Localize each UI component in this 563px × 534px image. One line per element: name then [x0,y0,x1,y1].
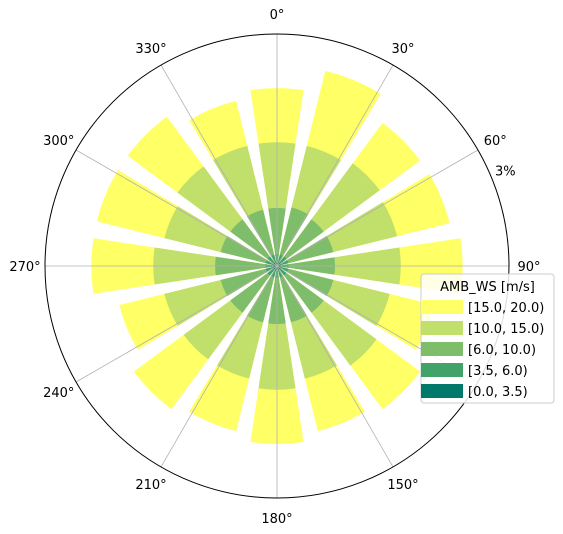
bar-[6.0, 10.0)-292.5 [220,236,277,266]
angle-tick-label: 60° [484,134,507,149]
angle-tick-label: 270° [9,260,40,275]
bar-[6.0, 10.0)-112.5 [277,266,334,296]
bar-[6.0, 10.0)-315 [230,219,277,266]
bar-[6.0, 10.0)-157.5 [277,266,307,323]
bars-layer [91,70,463,444]
grid-line-300 [75,149,278,267]
bar-[6.0, 10.0)-135 [277,266,324,313]
legend-swatch [421,321,463,335]
bar-[6.0, 10.0)-22.5 [277,207,309,266]
legend-items: [15.0, 20.0) [10.0, 15.0) [6.0, 10.0) [3.5,… [421,300,544,400]
angle-tick-label: 330° [135,42,166,57]
bar-[6.0, 10.0)-337.5 [247,209,277,266]
angle-tick-label: 0° [270,8,285,23]
angle-tick-label: 90° [517,260,540,275]
grid-line-60 [276,149,479,267]
legend-swatch [421,384,463,398]
legend-swatch [421,363,463,377]
legend-label: [15.0, 20.0) [468,301,544,316]
bar-[6.0, 10.0)-67.5 [277,236,334,266]
grid-line-330 [160,64,278,267]
angle-tick-label: 180° [261,512,292,527]
angle-tick-label: 240° [43,386,74,401]
legend-label: [10.0, 15.0) [468,322,544,337]
angle-tick-label: 210° [135,478,166,493]
angle-tick-label: 300° [43,134,74,149]
legend-swatch [421,342,463,356]
radial-tick-label: 3% [495,165,516,180]
outer-ring [44,33,510,499]
bar-[6.0, 10.0)-247.5 [220,266,277,296]
polar-grid [45,34,509,498]
angle-tick-label: 30° [391,42,414,57]
legend-label: [6.0, 10.0) [468,343,536,358]
legend: AMB_WS [m/s] [15.0, 20.0) [10.0, 15.0) [6.… [420,273,555,404]
angle-tick-labels: 0° 30° 60° 90° 150° 180° 210° 240° 270° 300° 330° [9,8,540,527]
grid-line-240 [75,265,278,383]
legend-label: [0.0, 3.5) [468,385,528,400]
legend-label: [3.5, 6.0) [468,364,528,379]
legend-swatch [421,300,463,314]
bar-[6.0, 10.0)-225 [230,266,277,313]
grid-line-210 [160,265,278,468]
grid-line-30 [276,64,394,267]
grid-line-150 [276,265,394,468]
bar-[6.0, 10.0)-202.5 [247,266,277,323]
legend-title: AMB_WS [m/s] [440,280,535,295]
bar-[6.0, 10.0)-45 [277,219,324,266]
angle-tick-label: 150° [387,478,418,493]
